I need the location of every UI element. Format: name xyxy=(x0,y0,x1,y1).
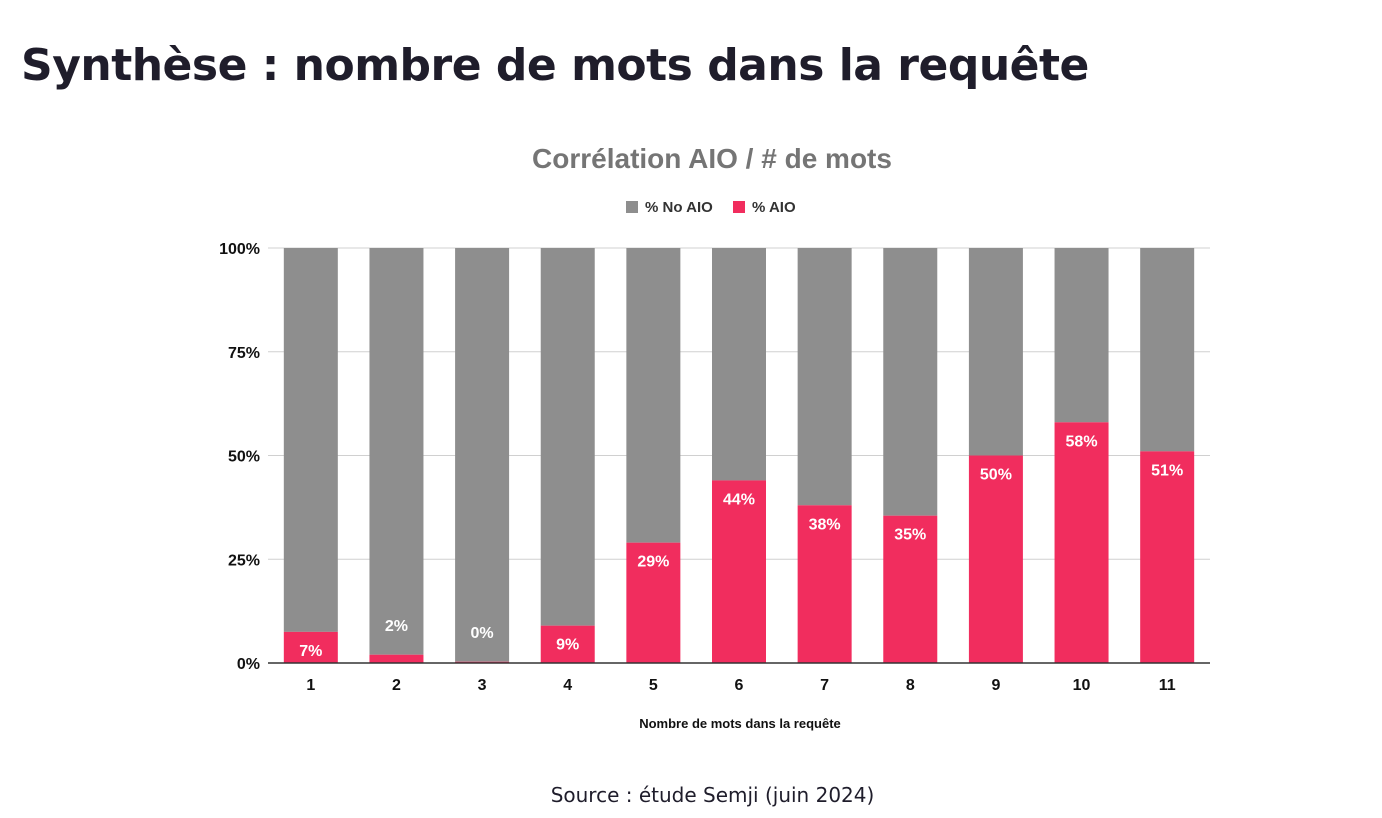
x-tick-label: 7 xyxy=(820,677,829,694)
bar-aio xyxy=(1140,451,1195,663)
bars: 7% 2% 0% 9% 29% 44% 38% 35% 50% 58% 51% xyxy=(283,248,1195,663)
y-tick-label: 100% xyxy=(219,241,260,258)
bar-no-aio xyxy=(968,248,1023,456)
x-axis-title: Nombre de mots dans la requête xyxy=(639,716,841,731)
legend-swatch xyxy=(733,201,745,213)
data-label: 29% xyxy=(637,554,669,571)
y-axis-ticks: 0% 25% 50% 75% 100% xyxy=(219,241,260,673)
bar-aio xyxy=(369,654,424,663)
data-label: 7% xyxy=(299,643,322,660)
chart-legend: % No AIO % AIO xyxy=(626,199,796,216)
source-note: Source : étude Semji (juin 2024) xyxy=(550,783,875,807)
data-label: 35% xyxy=(894,527,926,544)
bar-no-aio xyxy=(797,248,852,506)
x-tick-label: 11 xyxy=(1159,677,1176,694)
x-tick-label: 9 xyxy=(991,677,1000,694)
data-label: 50% xyxy=(980,467,1012,484)
x-tick-label: 3 xyxy=(478,677,487,694)
data-label: 38% xyxy=(809,516,841,533)
bar-no-aio xyxy=(283,248,338,632)
legend-label: % No AIO xyxy=(645,199,713,216)
bar-no-aio xyxy=(712,248,766,481)
legend-swatch xyxy=(626,201,638,213)
bar-aio xyxy=(797,505,852,663)
data-label: 58% xyxy=(1066,433,1098,450)
chart-title: Corrélation AIO / # de mots xyxy=(532,143,892,174)
data-label: 2% xyxy=(385,618,408,635)
bar-aio xyxy=(712,480,766,663)
y-tick-label: 50% xyxy=(228,449,260,466)
bar-aio xyxy=(540,625,595,663)
bar-no-aio xyxy=(883,248,938,516)
bar-aio xyxy=(1054,422,1109,663)
y-tick-label: 25% xyxy=(228,552,260,569)
legend-label: % AIO xyxy=(752,199,796,216)
bar-aio xyxy=(626,542,681,663)
data-label: 0% xyxy=(471,625,494,642)
data-label: 51% xyxy=(1151,462,1183,479)
bar-no-aio xyxy=(1054,248,1109,423)
bar-aio xyxy=(968,455,1023,663)
bar-no-aio xyxy=(369,248,424,655)
slide-title: Synthèse : nombre de mots dans la requêt… xyxy=(21,40,1089,91)
x-tick-label: 2 xyxy=(392,677,401,694)
x-tick-label: 1 xyxy=(306,677,315,694)
x-tick-label: 4 xyxy=(563,677,572,694)
bar-no-aio xyxy=(1140,248,1195,452)
x-tick-label: 6 xyxy=(735,677,744,694)
x-tick-label: 10 xyxy=(1073,677,1091,694)
y-tick-label: 0% xyxy=(237,656,260,673)
data-label: 44% xyxy=(723,491,755,508)
bar-aio xyxy=(283,631,338,663)
y-tick-label: 75% xyxy=(228,345,260,362)
bar-no-aio xyxy=(540,248,595,626)
bar-aio xyxy=(883,515,938,663)
data-label: 9% xyxy=(556,637,579,654)
bar-no-aio xyxy=(626,248,681,543)
x-tick-label: 8 xyxy=(906,677,915,694)
bar-no-aio xyxy=(455,248,510,662)
x-axis-ticks: 1 2 3 4 5 6 7 8 9 10 11 xyxy=(306,677,1175,694)
x-tick-label: 5 xyxy=(649,677,658,694)
